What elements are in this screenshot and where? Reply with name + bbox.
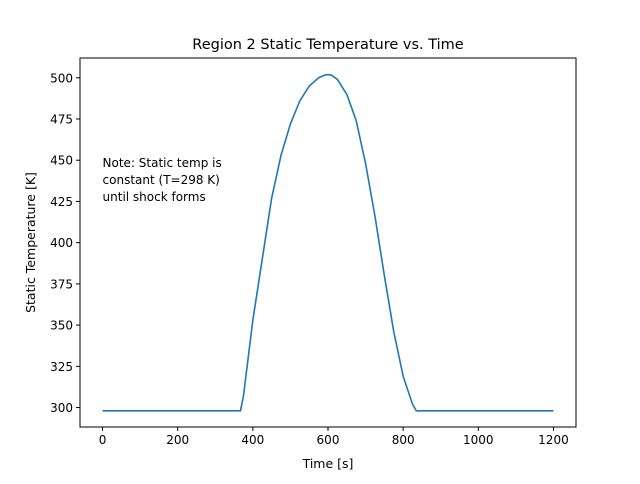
x-tick-label: 600 (317, 433, 340, 447)
annotation-line: constant (T=298 K) (103, 173, 220, 187)
series-line-0 (102, 73, 554, 412)
plot-area (102, 73, 554, 412)
annotation: Note: Static temp is constant (T=298 K) un… (103, 156, 222, 204)
y-tick-label: 300 (50, 401, 73, 415)
y-tick-label: 400 (50, 236, 73, 250)
x-tick-label: 800 (392, 433, 415, 447)
x-tick-label: 0 (99, 433, 107, 447)
y-tick-label: 350 (50, 319, 73, 333)
x-tick-label: 200 (166, 433, 189, 447)
y-tick-label: 500 (50, 71, 73, 85)
x-tick-label: 400 (241, 433, 264, 447)
y-tick-label: 475 (50, 113, 73, 127)
y-tick-label: 375 (50, 277, 73, 291)
chart-title: Region 2 Static Temperature vs. Time (192, 37, 464, 53)
x-tick-label: 1200 (538, 433, 569, 447)
annotation-line: Note: Static temp is (103, 156, 222, 170)
annotation-line: until shock forms (103, 190, 206, 204)
x-axis-label: Time [s] (302, 456, 354, 471)
y-tick-label: 325 (50, 360, 73, 374)
x-tick-label: 1000 (463, 433, 494, 447)
y-tick-label: 425 (50, 195, 73, 209)
y-axis-label: Static Temperature [K] (23, 172, 38, 313)
axis-ticks: 0 200 400 600 800 1000 1200 300 325 350 375 400 425 4… (50, 71, 569, 447)
y-tick-label: 450 (50, 154, 73, 168)
